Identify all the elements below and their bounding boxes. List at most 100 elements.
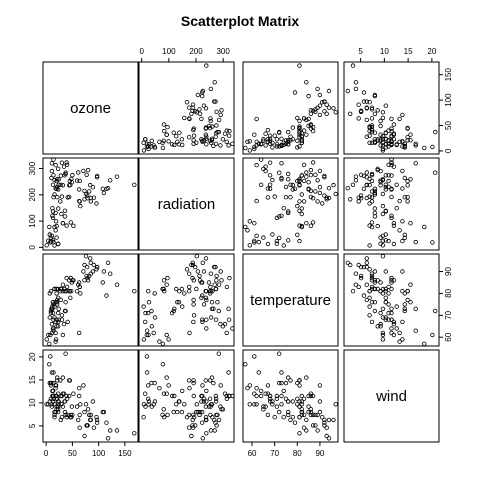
point-radiation-vs-ozone-62 bbox=[107, 178, 113, 183]
point-ozone-vs-wind-67 bbox=[380, 115, 386, 121]
point-wind-vs-radiation-78 bbox=[165, 412, 170, 418]
point-temperature-vs-wind-61 bbox=[369, 286, 375, 292]
point-ozone-vs-wind-47 bbox=[364, 117, 369, 123]
point-wind-vs-temperature-10 bbox=[245, 386, 250, 391]
point-ozone-vs-radiation-38 bbox=[214, 109, 219, 114]
bottom-tick-label-ozone-50: 50 bbox=[68, 449, 77, 458]
point-wind-vs-radiation-20 bbox=[142, 391, 148, 396]
point-wind-vs-temperature-67 bbox=[295, 402, 300, 407]
point-temperature-vs-wind-100 bbox=[402, 302, 407, 307]
point-wind-vs-radiation-91 bbox=[146, 399, 152, 404]
point-wind-vs-ozone-97 bbox=[47, 399, 52, 404]
point-temperature-vs-wind-63 bbox=[383, 269, 388, 274]
point-temperature-vs-wind-28 bbox=[405, 297, 410, 303]
point-wind-vs-temperature-90 bbox=[265, 383, 271, 388]
point-ozone-vs-temperature-37 bbox=[301, 128, 307, 133]
point-ozone-vs-temperature-71 bbox=[326, 88, 332, 94]
point-temperature-vs-ozone-53 bbox=[54, 286, 59, 292]
point-temperature-vs-radiation-79 bbox=[164, 282, 169, 287]
point-temperature-vs-ozone-68 bbox=[132, 289, 137, 294]
point-ozone-vs-radiation-1 bbox=[171, 130, 176, 135]
point-radiation-vs-temperature-60 bbox=[297, 238, 302, 244]
point-ozone-vs-temperature-72 bbox=[331, 106, 336, 111]
point-ozone-vs-temperature-94 bbox=[258, 142, 264, 147]
point-ozone-vs-radiation-35 bbox=[203, 132, 208, 137]
point-temperature-vs-wind-9 bbox=[386, 317, 391, 322]
point-radiation-vs-wind-51 bbox=[375, 167, 380, 173]
point-radiation-vs-temperature-94 bbox=[258, 182, 264, 187]
point-radiation-vs-temperature-79 bbox=[304, 220, 309, 226]
point-temperature-vs-ozone-5 bbox=[53, 337, 59, 342]
point-radiation-vs-temperature-80 bbox=[295, 178, 300, 184]
point-wind-vs-temperature-72 bbox=[331, 417, 336, 423]
point-ozone-vs-radiation-61 bbox=[160, 140, 165, 145]
point-wind-vs-radiation-62 bbox=[208, 428, 214, 433]
point-ozone-vs-radiation-83 bbox=[209, 136, 215, 141]
point-ozone-vs-wind-22 bbox=[361, 90, 367, 95]
point-ozone-vs-temperature-69 bbox=[308, 111, 314, 116]
point-ozone-vs-temperature-95 bbox=[274, 137, 280, 142]
point-wind-vs-ozone-10 bbox=[53, 386, 58, 391]
point-wind-vs-radiation-25 bbox=[218, 383, 223, 388]
point-temperature-vs-radiation-51 bbox=[219, 278, 224, 283]
point-ozone-vs-temperature-76 bbox=[324, 111, 329, 116]
point-temperature-vs-radiation-17 bbox=[226, 306, 231, 311]
point-ozone-vs-wind-0 bbox=[369, 127, 375, 133]
point-wind-vs-temperature-46 bbox=[299, 399, 304, 404]
point-wind-vs-temperature-63 bbox=[317, 399, 323, 404]
point-temperature-vs-wind-7 bbox=[380, 315, 386, 320]
point-radiation-vs-ozone-33 bbox=[114, 174, 120, 179]
point-wind-vs-ozone-69 bbox=[82, 409, 87, 415]
point-radiation-vs-wind-17 bbox=[413, 161, 418, 166]
point-radiation-vs-ozone-64 bbox=[101, 190, 107, 196]
point-wind-vs-radiation-31 bbox=[172, 393, 177, 399]
point-radiation-vs-wind-63 bbox=[383, 184, 388, 190]
point-wind-vs-temperature-78 bbox=[310, 412, 316, 418]
point-radiation-vs-temperature-14 bbox=[267, 160, 273, 165]
point-radiation-vs-wind-46 bbox=[383, 173, 388, 178]
point-ozone-vs-radiation-54 bbox=[161, 122, 167, 127]
point-wind-vs-ozone-67 bbox=[78, 402, 83, 407]
point-radiation-vs-ozone-94 bbox=[50, 182, 56, 187]
point-wind-vs-radiation-40 bbox=[213, 420, 218, 425]
panel-frame-temperature-ozone bbox=[42, 253, 139, 347]
point-wind-vs-radiation-75 bbox=[192, 423, 198, 428]
point-wind-vs-ozone-68 bbox=[132, 431, 137, 436]
point-wind-vs-ozone-83 bbox=[56, 402, 61, 407]
point-ozone-vs-wind-28 bbox=[405, 138, 410, 143]
point-radiation-vs-ozone-14 bbox=[59, 160, 65, 165]
point-radiation-vs-wind-34 bbox=[378, 179, 383, 185]
point-radiation-vs-temperature-77 bbox=[324, 195, 329, 200]
point-temperature-vs-radiation-85 bbox=[209, 300, 215, 305]
panel-frame-wind-radiation bbox=[138, 349, 235, 443]
point-wind-vs-radiation-42 bbox=[211, 380, 216, 386]
point-radiation-vs-ozone-66 bbox=[58, 173, 63, 178]
point-temperature-vs-radiation-72 bbox=[203, 256, 209, 261]
point-temperature-vs-wind-95 bbox=[378, 310, 383, 316]
point-temperature-vs-ozone-37 bbox=[64, 284, 70, 290]
left-tick-label-radiation-100: 100 bbox=[28, 214, 37, 228]
point-temperature-vs-wind-48 bbox=[358, 275, 364, 281]
point-temperature-vs-ozone-90 bbox=[53, 319, 58, 325]
point-temperature-vs-ozone-18 bbox=[46, 332, 51, 338]
point-radiation-vs-ozone-7 bbox=[52, 177, 57, 183]
point-radiation-vs-temperature-66 bbox=[299, 173, 304, 178]
point-temperature-vs-ozone-7 bbox=[52, 315, 57, 320]
point-ozone-vs-radiation-72 bbox=[203, 106, 209, 111]
point-radiation-vs-wind-76 bbox=[348, 197, 353, 202]
point-temperature-vs-wind-64 bbox=[372, 269, 378, 274]
point-temperature-vs-ozone-66 bbox=[58, 286, 63, 292]
point-radiation-vs-temperature-28 bbox=[288, 194, 293, 200]
point-radiation-vs-temperature-17 bbox=[279, 161, 284, 166]
point-temperature-vs-ozone-83 bbox=[56, 306, 61, 311]
point-wind-vs-temperature-31 bbox=[279, 393, 284, 399]
point-radiation-vs-temperature-63 bbox=[317, 184, 323, 190]
point-wind-vs-ozone-65 bbox=[66, 393, 72, 399]
point-radiation-vs-temperature-18 bbox=[252, 238, 257, 243]
point-temperature-vs-wind-79 bbox=[408, 282, 413, 287]
point-radiation-vs-temperature-9 bbox=[267, 173, 273, 178]
point-wind-vs-temperature-7 bbox=[270, 402, 275, 407]
point-radiation-vs-ozone-3 bbox=[53, 162, 58, 168]
point-radiation-vs-temperature-6 bbox=[252, 240, 257, 245]
point-radiation-vs-ozone-35 bbox=[60, 183, 66, 188]
